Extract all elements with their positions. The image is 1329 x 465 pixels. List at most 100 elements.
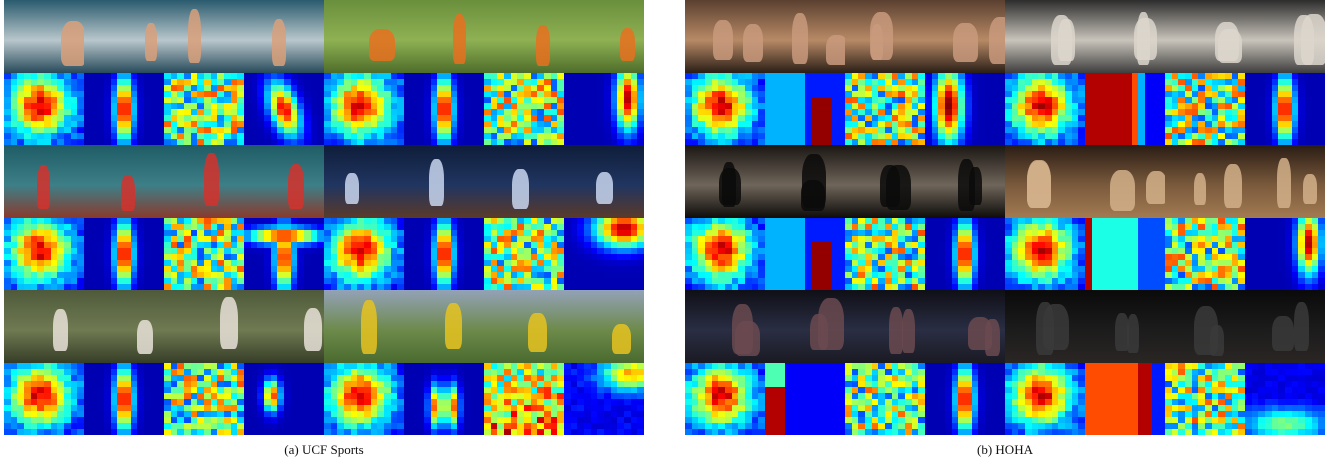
- heatmap-pixel: [164, 253, 172, 261]
- heatmap-pixel: [197, 253, 205, 261]
- heatmap-pixel: [370, 120, 378, 128]
- heatmap-pixel: [337, 102, 345, 110]
- frame-subject: [870, 23, 884, 61]
- heatmap-pixel: [637, 90, 644, 98]
- heatmap-pixel: [10, 90, 18, 98]
- heatmap-pixel: [184, 138, 192, 145]
- heatmap-pixel: [224, 277, 232, 285]
- heatmap-pixel: [624, 84, 632, 92]
- heatmap-pixel: [310, 247, 318, 255]
- video-frame-doorway: [685, 145, 765, 218]
- heatmap-pixel: [177, 102, 185, 110]
- heatmap-pixel: [310, 102, 318, 110]
- heatmap-pixel: [157, 271, 164, 279]
- heatmap-pixel: [264, 217, 272, 225]
- heatmap-pixel: [97, 108, 105, 116]
- heatmap-pixel: [64, 283, 72, 290]
- heatmap-pixel: [97, 102, 105, 110]
- heatmap-pixel: [324, 138, 332, 145]
- heatmap-pixel: [410, 90, 418, 98]
- heatmap-pixel: [30, 114, 38, 122]
- heatmap-pixel: [290, 223, 298, 231]
- heatmap-pixel: [150, 271, 158, 279]
- heatmap-pixel: [184, 223, 192, 231]
- heatmap-pixel: [444, 102, 452, 110]
- heatmap-pixel: [90, 253, 98, 261]
- heatmap-pixel: [544, 120, 552, 128]
- heatmap-pixel: [17, 271, 25, 279]
- heatmap-pixel: [430, 114, 438, 122]
- heatmap-pixel: [217, 96, 225, 104]
- saliency-heatmap-noisy: [164, 217, 244, 290]
- heatmap-pixel: [470, 84, 478, 92]
- heatmap-pixel: [624, 120, 632, 128]
- heatmap-pixel: [204, 108, 212, 116]
- heatmap-pixel: [190, 132, 198, 140]
- heatmap-pixel: [64, 96, 72, 104]
- heatmap-pixel: [344, 90, 352, 98]
- heatmap-pixel: [230, 259, 238, 267]
- heatmap-pixel: [124, 229, 132, 237]
- heatmap-pixel: [577, 132, 585, 140]
- heatmap-pixel: [50, 235, 58, 243]
- heatmap-pixel: [4, 247, 12, 255]
- heatmap-pixel: [77, 120, 84, 128]
- heatmap-pixel: [304, 132, 312, 140]
- heatmap-pixel: [30, 96, 38, 104]
- heatmap-pixel: [4, 277, 12, 285]
- video-frame-golf: [164, 290, 244, 363]
- heatmap-pixel: [57, 259, 65, 267]
- heatmap-pixel: [117, 217, 125, 225]
- heatmap-pixel: [217, 84, 225, 92]
- heatmap-pixel: [297, 235, 305, 243]
- heatmap-pixel: [217, 217, 225, 225]
- video-frame-diving: [164, 0, 244, 73]
- heatmap-pixel: [130, 132, 138, 140]
- heatmap-pixel: [450, 138, 458, 145]
- heatmap-pixel: [357, 138, 365, 145]
- heatmap-pixel: [424, 108, 432, 116]
- heatmap-pixel: [304, 120, 312, 128]
- heatmap-pixel: [44, 247, 52, 255]
- heatmap-pixel: [617, 108, 625, 116]
- heatmap-pixel: [164, 90, 172, 98]
- heatmap-pixel: [350, 126, 358, 134]
- heatmap-pixel: [50, 114, 58, 122]
- heatmap-pixel: [17, 132, 25, 140]
- heatmap-pixel: [164, 138, 172, 145]
- heatmap-pixel: [430, 120, 438, 128]
- heatmap-pixel: [317, 120, 324, 128]
- heatmap-pixel: [610, 78, 618, 86]
- heatmap-pixel: [464, 108, 472, 116]
- frame-scene: [4, 290, 84, 363]
- heatmap-pixel: [617, 102, 625, 110]
- heatmap-pixel: [277, 265, 285, 273]
- heatmap-pixel: [170, 271, 178, 279]
- heatmap-pixel: [617, 84, 625, 92]
- heatmap-pixel: [350, 114, 358, 122]
- video-frame-golf: [244, 290, 324, 363]
- heatmap-pixel: [530, 120, 538, 128]
- frame-subject: [428, 158, 444, 207]
- heatmap-pixel: [277, 78, 285, 86]
- heatmap-pixel: [150, 78, 158, 86]
- heatmap-pixel: [177, 114, 185, 122]
- heatmap-pixel: [104, 138, 112, 145]
- heatmap-pixel: [524, 138, 532, 145]
- heatmap-pixel: [44, 271, 52, 279]
- heatmap-pixel: [150, 84, 158, 92]
- frame-subject: [452, 14, 466, 64]
- heatmap-pixel: [297, 72, 305, 80]
- heatmap-pixel: [510, 120, 518, 128]
- heatmap-pixel: [157, 265, 164, 273]
- heatmap-pixel: [210, 235, 218, 243]
- heatmap-pixel: [157, 235, 164, 243]
- heatmap-pixel: [137, 253, 145, 261]
- heatmap-pixel: [164, 84, 172, 92]
- heatmap-pixel: [370, 102, 378, 110]
- heatmap-pixel: [310, 277, 318, 285]
- heatmap-pixel: [77, 78, 84, 86]
- heatmap-pixel: [304, 271, 312, 279]
- heatmap-pixel: [24, 114, 32, 122]
- heatmap-pixel: [237, 84, 244, 92]
